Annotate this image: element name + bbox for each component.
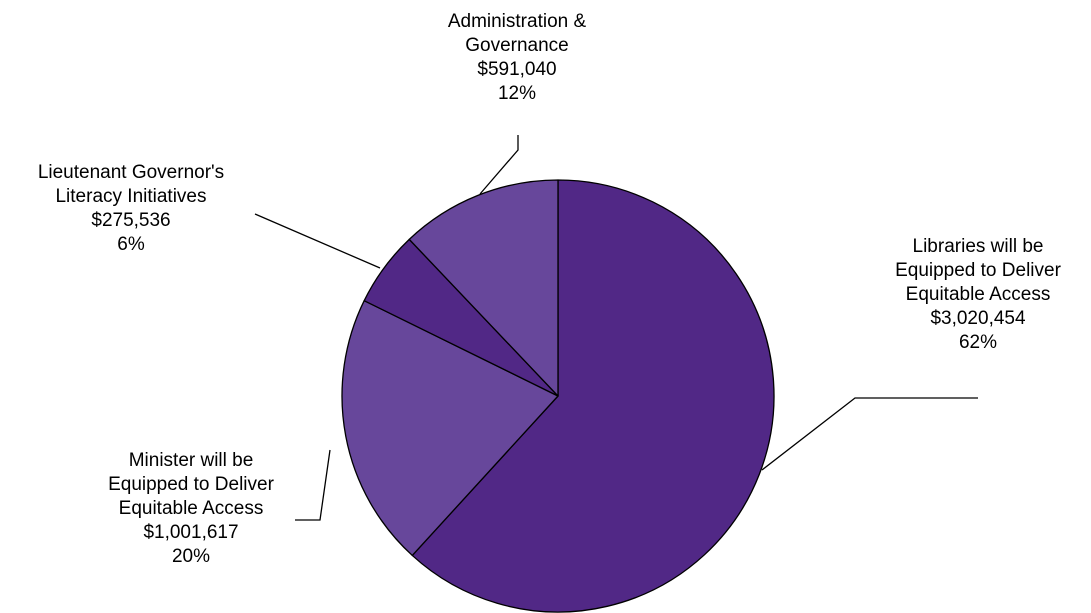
slice-2-label-line: Minister will be xyxy=(129,450,254,471)
pie-slice-1 xyxy=(411,179,775,613)
slice-2-label-line: Equipped to Deliver xyxy=(108,474,274,495)
leader-line-1 xyxy=(761,397,978,471)
leader-line-3 xyxy=(254,213,381,269)
slice-3-amount: $275,536 xyxy=(91,210,170,231)
slice-1-label-line: Libraries will be xyxy=(913,236,1044,257)
slice-2-amount: $1,001,617 xyxy=(143,522,238,543)
slice-label-4: Administration & Governance $591,040 12% xyxy=(448,11,587,104)
slice-2-label-line: Equitable Access xyxy=(119,498,264,519)
leader-line-2 xyxy=(295,449,331,521)
leader-lines xyxy=(254,135,978,521)
slice-label-1: Libraries will be Equipped to Deliver Equi… xyxy=(895,236,1061,353)
slice-labels: Libraries will be Equipped to Deliver Equi… xyxy=(38,11,1062,567)
pie-slice-4 xyxy=(408,179,559,397)
slice-3-label-line: Literacy Initiatives xyxy=(55,186,206,207)
slice-1-label-line: Equipped to Deliver xyxy=(895,260,1061,281)
slice-4-amount: $591,040 xyxy=(477,59,556,80)
slice-1-label-line: Equitable Access xyxy=(906,284,1051,305)
slice-4-label-line: Administration & xyxy=(448,11,587,32)
pie-slice-2 xyxy=(341,300,559,557)
pie-slices xyxy=(341,179,775,613)
slice-label-3: Lieutenant Governor's Literacy Initiative… xyxy=(38,162,224,255)
slice-4-label-line: Governance xyxy=(465,35,569,56)
slice-1-percent: 62% xyxy=(959,332,997,353)
slice-4-percent: 12% xyxy=(498,83,536,104)
slice-3-percent: 6% xyxy=(117,234,145,255)
slice-3-label-line: Lieutenant Governor's xyxy=(38,162,224,183)
slice-2-percent: 20% xyxy=(172,546,210,567)
slice-1-amount: $3,020,454 xyxy=(930,308,1026,329)
slice-label-2: Minister will be Equipped to Deliver Equit… xyxy=(108,450,274,567)
leader-line-4 xyxy=(479,135,519,195)
